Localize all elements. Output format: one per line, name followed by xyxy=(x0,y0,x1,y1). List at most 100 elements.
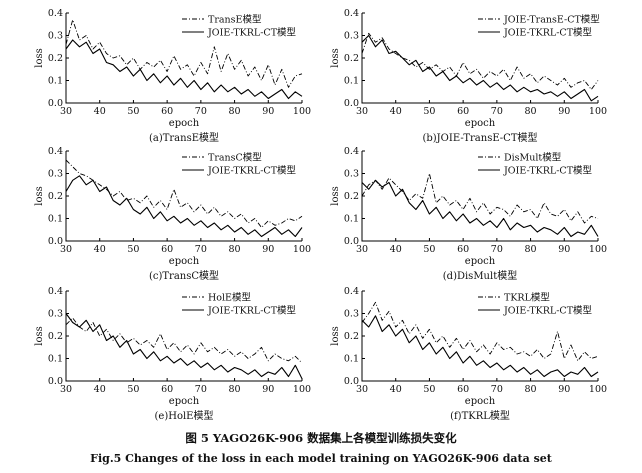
x-tick-label: 100 xyxy=(589,244,607,255)
y-axis-label: loss xyxy=(330,326,341,345)
legend-label: JOIE-TKRL-CT模型 xyxy=(207,165,297,177)
y-tick-label: 0.0 xyxy=(48,98,63,109)
x-tick-label: 70 xyxy=(491,244,503,255)
x-tick-label: 100 xyxy=(589,384,607,395)
legend-label: JOIE-TKRL-CT模型 xyxy=(503,305,593,317)
series-baseline-line xyxy=(361,173,599,224)
x-tick-label: 80 xyxy=(229,244,241,255)
x-tick-label: 40 xyxy=(390,106,402,117)
axis-frame xyxy=(361,151,598,242)
chart-subtitle: (a)TransE模型 xyxy=(149,131,219,144)
x-tick-label: 50 xyxy=(127,106,139,117)
x-tick-label: 100 xyxy=(293,244,311,255)
y-tick-label: 0.2 xyxy=(344,331,359,342)
line-chart-1: 30 40 50 60 70 80 90 100 0.0 0.1 0.2 0.3 0.4 epoch los… xyxy=(34,8,311,144)
legend-label: TransC模型 xyxy=(208,152,262,164)
y-tick-label: 0.1 xyxy=(48,214,63,225)
y-tick-label: 0.0 xyxy=(344,376,359,387)
x-tick-label: 40 xyxy=(390,384,402,395)
legend-label: HolE模型 xyxy=(208,292,251,304)
y-tick-label: 0.4 xyxy=(344,146,359,157)
y-axis-label: loss xyxy=(34,48,45,67)
y-tick-label: 0.2 xyxy=(48,53,63,64)
x-tick-label: 30 xyxy=(60,384,72,395)
y-tick-label: 0.4 xyxy=(344,286,359,297)
x-tick-label: 30 xyxy=(356,106,368,117)
legend-label: TransE模型 xyxy=(208,14,262,26)
y-tick-label: 0.1 xyxy=(48,354,63,365)
chart-panels: 30 40 50 60 70 80 90 100 0.0 0.1 0.2 0.3 0.4 epoch los… xyxy=(34,8,607,422)
series-baseline-line xyxy=(65,317,303,364)
chart-subtitle: (c)TransC模型 xyxy=(149,269,219,282)
x-tick-label: 100 xyxy=(589,106,607,117)
x-tick-label: 90 xyxy=(262,244,274,255)
axis-frame xyxy=(361,13,598,104)
y-tick-label: 0.1 xyxy=(48,76,63,87)
x-axis-label: epoch xyxy=(465,256,496,267)
x-tick-label: 90 xyxy=(558,244,570,255)
y-axis-label: loss xyxy=(330,48,341,67)
y-axis-label: loss xyxy=(34,326,45,345)
y-tick-label: 0.1 xyxy=(344,354,359,365)
line-chart-4: 30 40 50 60 70 80 90 100 0.0 0.1 0.2 0.3 0.4 epoch los… xyxy=(330,146,607,282)
y-tick-label: 0.4 xyxy=(48,146,63,157)
x-tick-label: 70 xyxy=(195,106,207,117)
x-tick-label: 60 xyxy=(457,244,469,255)
y-tick-label: 0.3 xyxy=(48,169,63,180)
series-joie-tkrl-ct-line xyxy=(361,34,599,102)
x-axis-label: epoch xyxy=(169,118,200,129)
x-tick-label: 50 xyxy=(127,244,139,255)
series-joie-tkrl-ct-line xyxy=(361,179,599,238)
x-tick-label: 90 xyxy=(558,106,570,117)
x-tick-label: 50 xyxy=(423,384,435,395)
x-tick-label: 30 xyxy=(356,384,368,395)
line-chart-5: 30 40 50 60 70 80 90 100 0.0 0.1 0.2 0.3 0.4 epoch los… xyxy=(34,286,311,422)
series-joie-tkrl-ct-line xyxy=(65,175,303,238)
y-tick-label: 0.4 xyxy=(48,286,63,297)
x-tick-label: 60 xyxy=(161,106,173,117)
figure-caption-cn: 图 5 YAGO26K-906 数据集上各模型训练损失变化 xyxy=(185,431,457,445)
x-tick-label: 60 xyxy=(161,244,173,255)
y-tick-label: 0.0 xyxy=(48,376,63,387)
x-tick-label: 90 xyxy=(262,384,274,395)
series-baseline-line xyxy=(65,19,303,88)
chart-subtitle: (b)JOIE-TransE-CT模型 xyxy=(422,131,537,144)
x-tick-label: 50 xyxy=(423,244,435,255)
y-tick-label: 0.0 xyxy=(48,236,63,247)
legend-label: JOIE-TransE-CT模型 xyxy=(503,14,600,26)
x-tick-label: 60 xyxy=(457,106,469,117)
y-tick-label: 0.0 xyxy=(344,98,359,109)
chart-subtitle: (f)TKRL模型 xyxy=(450,409,510,422)
x-axis-label: epoch xyxy=(465,118,496,129)
x-tick-label: 80 xyxy=(229,106,241,117)
legend-label: JOIE-TKRL-CT模型 xyxy=(503,27,593,39)
y-tick-label: 0.3 xyxy=(344,169,359,180)
x-tick-label: 70 xyxy=(195,244,207,255)
axis-frame xyxy=(65,291,302,382)
axis-frame xyxy=(361,291,598,382)
series-joie-tkrl-ct-line xyxy=(65,39,303,100)
series-baseline-line xyxy=(361,32,599,90)
x-tick-label: 70 xyxy=(195,384,207,395)
y-axis-label: loss xyxy=(34,186,45,205)
x-tick-label: 50 xyxy=(423,106,435,117)
x-tick-label: 100 xyxy=(293,106,311,117)
legend-label: JOIE-TKRL-CT模型 xyxy=(207,305,297,317)
y-tick-label: 0.2 xyxy=(344,53,359,64)
x-axis-label: epoch xyxy=(169,256,200,267)
line-chart-6: 30 40 50 60 70 80 90 100 0.0 0.1 0.2 0.3 0.4 epoch los… xyxy=(330,286,607,422)
x-tick-label: 80 xyxy=(525,384,537,395)
series-baseline-line xyxy=(65,159,303,228)
x-axis-label: epoch xyxy=(169,396,200,407)
y-tick-label: 0.2 xyxy=(344,191,359,202)
x-tick-label: 80 xyxy=(229,384,241,395)
y-tick-label: 0.3 xyxy=(48,31,63,42)
y-tick-label: 0.3 xyxy=(344,309,359,320)
y-tick-label: 0.4 xyxy=(344,8,359,19)
x-tick-label: 90 xyxy=(558,384,570,395)
line-chart-2: 30 40 50 60 70 80 90 100 0.0 0.1 0.2 0.3 0.4 epoch los… xyxy=(330,8,607,144)
x-tick-label: 60 xyxy=(457,384,469,395)
x-tick-label: 50 xyxy=(127,384,139,395)
x-tick-label: 70 xyxy=(491,384,503,395)
